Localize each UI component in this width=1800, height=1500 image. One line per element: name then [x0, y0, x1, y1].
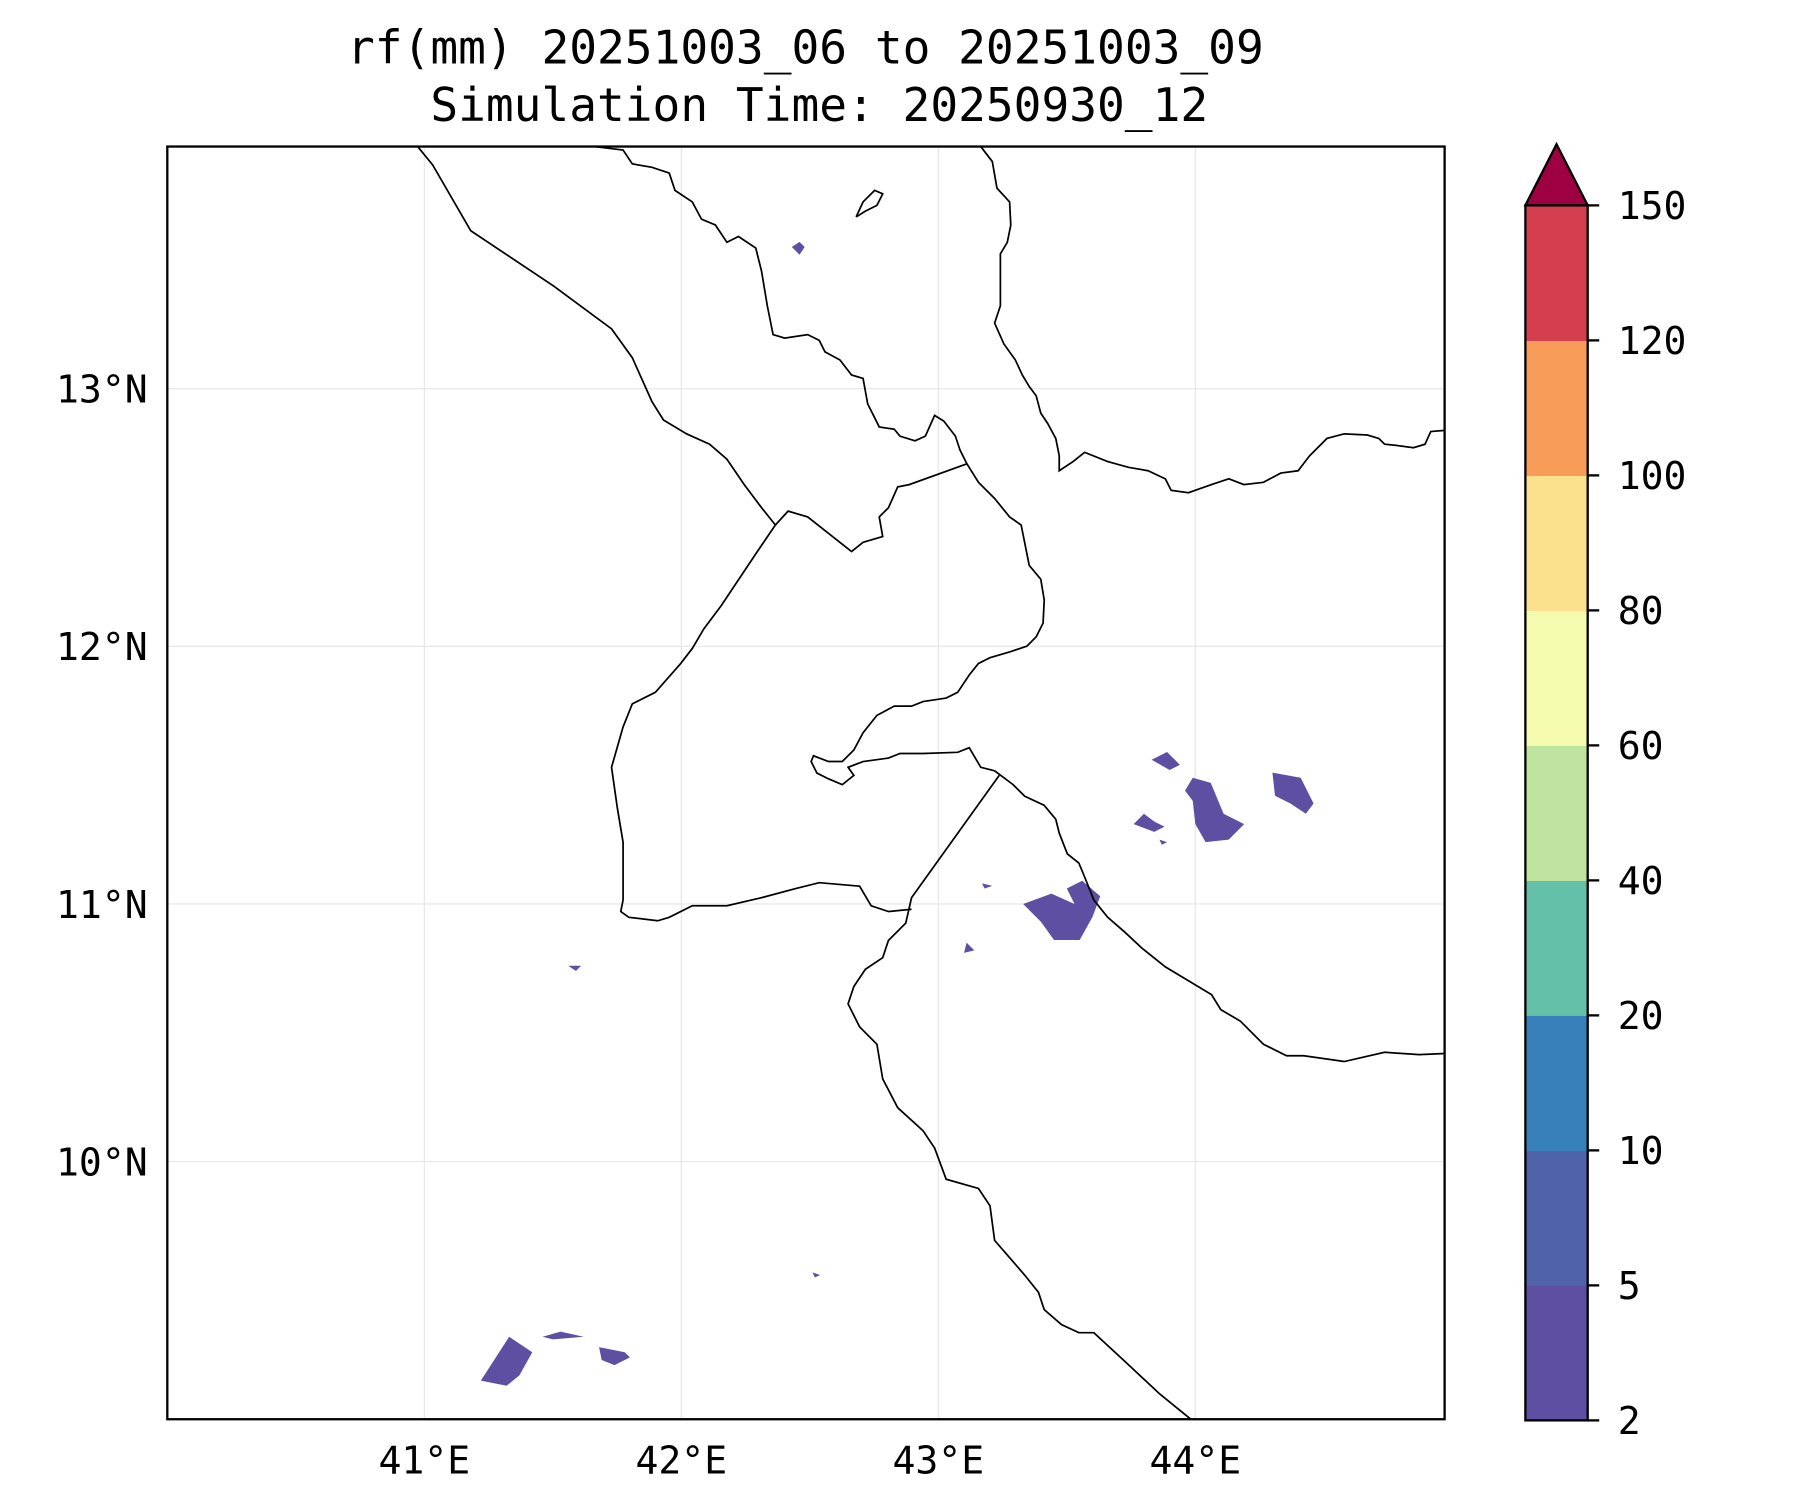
rain-areas	[480, 241, 1314, 1386]
coastlines	[417, 145, 1445, 1420]
colorbar-segment	[1525, 205, 1588, 341]
chart-title-line1: rf(mm) 20251003_06 to 20251003_09	[347, 20, 1264, 74]
plot-frame	[166, 145, 1446, 1421]
colorbar-extend-triangle	[1523, 141, 1590, 207]
colorbar-segment	[1525, 475, 1588, 611]
rain-area-2-5mm	[791, 241, 805, 255]
colorbar-tick-label: 10	[1618, 1129, 1664, 1173]
y-tick-label: 11°N	[56, 883, 148, 927]
colorbar-tick-label: 150	[1618, 184, 1687, 228]
x-tick-label: 44°E	[1149, 1438, 1241, 1482]
rain-area-2-5mm	[1272, 772, 1314, 814]
colorbar-tick-label: 80	[1618, 589, 1664, 633]
colorbar-tick-label: 60	[1618, 724, 1664, 768]
colorbar: 2 5 10 20 40 60 80 100 120 150	[1523, 141, 1687, 1443]
rain-area-2-5mm	[599, 1347, 630, 1366]
colorbar-segment	[1525, 1015, 1588, 1151]
rain-area-2-5mm	[1151, 751, 1180, 771]
y-tick-label: 10°N	[56, 1140, 148, 1184]
rain-area-2-5mm	[982, 883, 993, 889]
colorbar-tick-label: 40	[1618, 859, 1664, 903]
colorbar-tick-label: 120	[1618, 319, 1687, 363]
colorbar-segment	[1525, 880, 1588, 1016]
island-dahlak	[855, 189, 884, 218]
colorbar-segment	[1525, 610, 1588, 746]
chart-title-line2: Simulation Time: 20250930_12	[430, 78, 1208, 132]
rain-area-2-5mm	[964, 942, 975, 953]
rain-area-2-5mm	[812, 1272, 821, 1278]
colorbar-frame	[1524, 204, 1589, 1422]
border-somalia	[847, 774, 1192, 1420]
y-tick-label: 12°N	[56, 625, 148, 669]
colorbar-tick-label: 20	[1618, 994, 1664, 1038]
colorbar-segment	[1525, 1285, 1588, 1421]
colorbar-segment	[1525, 745, 1588, 881]
x-tick-label: 41°E	[378, 1438, 470, 1482]
x-tick-label: 43°E	[892, 1438, 984, 1482]
y-axis-ticks: 13°N 12°N 11°N 10°N	[56, 368, 148, 1185]
colorbar-tick-label: 100	[1618, 454, 1687, 498]
rain-area-2-5mm	[1023, 880, 1101, 941]
border-djibouti-south	[619, 881, 912, 922]
rain-area-2-5mm	[568, 965, 582, 971]
rain-area-2-5mm	[480, 1336, 533, 1386]
y-tick-label: 13°N	[56, 368, 148, 412]
rain-area-2-5mm	[1159, 839, 1168, 845]
colorbar-segment	[1525, 1150, 1588, 1286]
x-axis-ticks: 41°E 42°E 43°E 44°E	[378, 1438, 1241, 1482]
coastline-djibouti-north	[774, 463, 968, 553]
gridlines	[167, 146, 1445, 1420]
coastline-africa	[594, 145, 1445, 1063]
colorbar-tick-label: 5	[1618, 1264, 1641, 1308]
colorbar-segment	[1525, 340, 1588, 476]
rain-area-2-5mm	[542, 1331, 584, 1340]
rain-area-2-5mm	[1133, 813, 1165, 832]
border-djibouti-west	[610, 524, 777, 900]
x-tick-label: 42°E	[635, 1438, 727, 1482]
rain-area-2-5mm	[1185, 777, 1245, 843]
coastline-yemen	[980, 146, 1445, 494]
coastline-eritrea-border	[417, 145, 777, 526]
colorbar-tick-label: 2	[1618, 1399, 1641, 1443]
